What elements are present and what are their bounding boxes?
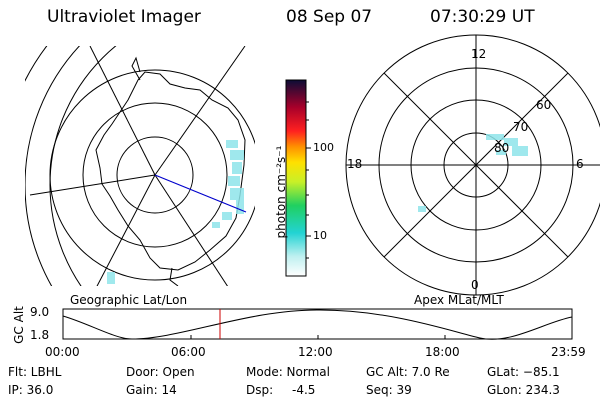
altitude-curve — [62, 309, 573, 340]
glat-status: GLat: −85.1 — [487, 365, 560, 379]
mlat-label-80: 80 — [494, 141, 510, 155]
gain-status: Gain: 14 — [126, 383, 177, 397]
glon-status: GLon: 234.3 — [487, 383, 560, 397]
mlt-label-bottom: 0 — [471, 278, 479, 292]
mlat-label-70: 70 — [513, 120, 529, 134]
time-tick-0600: 06:00 — [171, 345, 206, 359]
door-status: Door: Open — [126, 365, 195, 379]
ip-status: IP: 36.0 — [8, 383, 54, 397]
mlt-label-left: 18 — [347, 157, 363, 171]
image-date: 08 Sep 07 — [286, 7, 373, 27]
time-tick-1200: 12:00 — [298, 345, 333, 359]
image-time: 07:30:29 UT — [430, 7, 535, 27]
mlt-label-right: 6 — [576, 157, 584, 171]
mode-status: Mode: Normal — [246, 365, 330, 379]
left-aurora-emission — [107, 140, 244, 284]
right-panel-caption: Apex MLat/MLT — [414, 293, 504, 307]
gc-alt-status: GC Alt: 7.0 Re — [366, 365, 450, 379]
colorbar-tick-100: 100 — [313, 141, 334, 154]
mlt-label-top: 12 — [471, 47, 487, 61]
altitude-ylabel: GC Alt — [12, 306, 26, 344]
right-aurora-emission — [418, 134, 528, 212]
instrument-title: Ultraviolet Imager — [47, 7, 201, 27]
left-panel-caption: Geographic Lat/Lon — [70, 293, 188, 307]
time-tick-2359: 23:59 — [551, 345, 586, 359]
filter-status: Flt: LBHL — [8, 365, 62, 379]
mlat-label-60: 60 — [536, 98, 552, 112]
time-tick-0000: 00:00 — [45, 345, 80, 359]
colorbar-tick-10: 10 — [313, 229, 327, 242]
time-tick-1800: 18:00 — [425, 345, 460, 359]
dsp-label: Dsp: — [246, 383, 274, 397]
dsp-value: -4.5 — [292, 383, 316, 397]
altitude-ytick-high: 9.0 — [30, 305, 50, 319]
seq-status: Seq: 39 — [366, 383, 412, 397]
altitude-ytick-low: 1.8 — [30, 328, 50, 342]
satellite-direction-line — [154, 174, 247, 213]
